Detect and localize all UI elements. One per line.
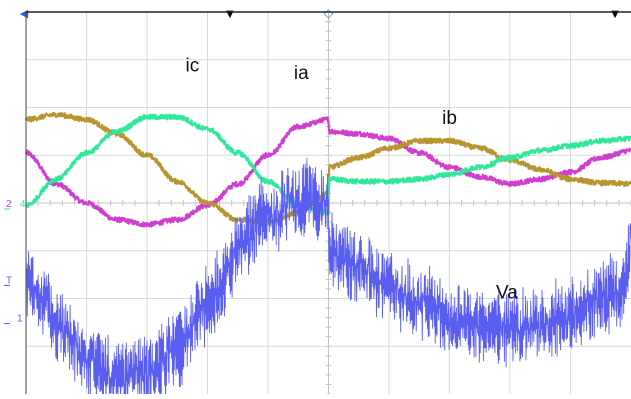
channel-marker-4: 4 <box>20 199 26 210</box>
left-edge-marker: ◀ <box>20 8 29 20</box>
trace-label-ia: ia <box>294 63 309 84</box>
trace-label-ib: ib <box>442 108 457 129</box>
trace-label-ic: ic <box>186 56 200 77</box>
time-reference-marker: ◇ <box>324 6 334 20</box>
trigger-marker: ▼ <box>223 6 236 21</box>
channel-marker-1: 1 <box>17 314 23 325</box>
channel-marker-2: 2 <box>6 199 12 210</box>
trigger-marker-right: ▼ <box>609 6 622 21</box>
channel-marker-T: T <box>6 275 12 286</box>
trace-label-Va: Va <box>496 283 518 304</box>
